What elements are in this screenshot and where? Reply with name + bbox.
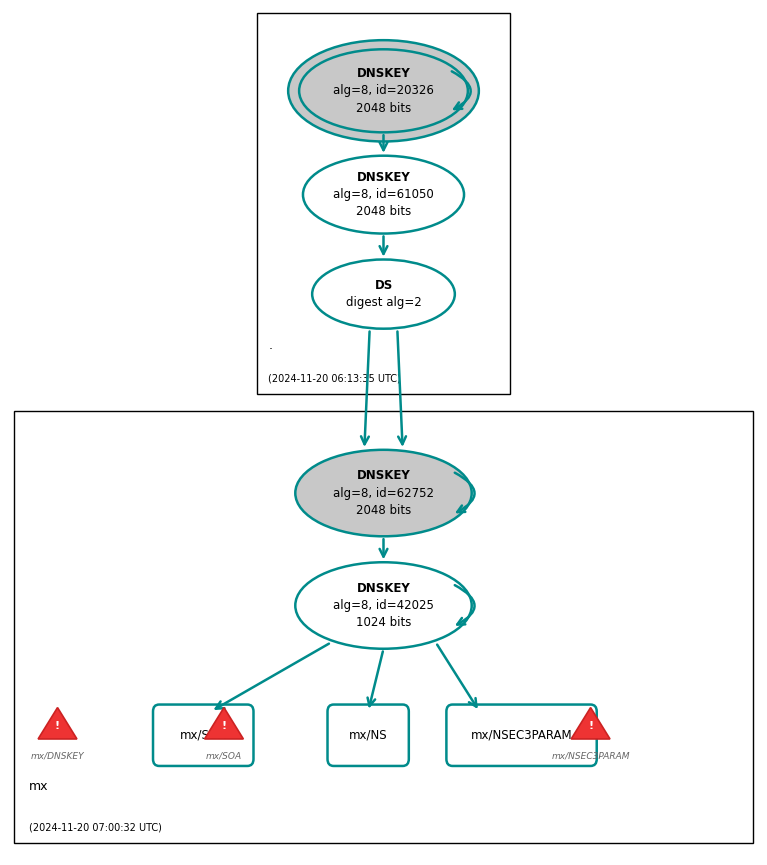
Text: (2024-11-20 06:13:35 UTC): (2024-11-20 06:13:35 UTC) [268,373,401,383]
Bar [14,411,753,843]
Text: alg=8, id=61050: alg=8, id=61050 [333,188,434,202]
Polygon shape [38,708,77,739]
Text: DNSKEY: DNSKEY [357,67,410,80]
Text: mx/SOA: mx/SOA [206,752,242,761]
Text: DS: DS [374,279,393,292]
Text: (2024-11-20 07:00:32 UTC): (2024-11-20 07:00:32 UTC) [29,823,162,833]
Text: mx/NSEC3PARAM: mx/NSEC3PARAM [471,728,572,742]
Text: mx/NSEC3PARAM: mx/NSEC3PARAM [551,752,630,761]
Text: DNSKEY: DNSKEY [357,581,410,595]
Text: !: ! [55,721,60,731]
Text: alg=8, id=20326: alg=8, id=20326 [333,84,434,98]
Text: mx/NS: mx/NS [349,728,387,742]
Ellipse shape [299,49,468,132]
Text: !: ! [588,721,593,731]
Ellipse shape [288,40,479,142]
Ellipse shape [312,260,455,329]
FancyBboxPatch shape [153,704,253,766]
Text: mx/DNSKEY: mx/DNSKEY [31,752,84,761]
Text: mx/SOA: mx/SOA [179,728,227,742]
Text: 2048 bits: 2048 bits [356,101,411,115]
Text: 2048 bits: 2048 bits [356,205,411,219]
FancyArrowPatch shape [455,472,475,512]
Ellipse shape [295,562,472,649]
Text: mx: mx [29,780,48,793]
FancyArrowPatch shape [455,585,475,625]
Text: 1024 bits: 1024 bits [356,616,411,630]
Ellipse shape [303,156,464,234]
Text: digest alg=2: digest alg=2 [346,296,421,310]
FancyArrowPatch shape [452,71,471,109]
Text: DNSKEY: DNSKEY [357,469,410,483]
Text: alg=8, id=42025: alg=8, id=42025 [333,599,434,612]
Text: 2048 bits: 2048 bits [356,503,411,517]
FancyBboxPatch shape [328,704,409,766]
Ellipse shape [295,450,472,536]
Polygon shape [571,708,610,739]
Text: DNSKEY: DNSKEY [357,170,410,184]
Text: alg=8, id=62752: alg=8, id=62752 [333,486,434,500]
Polygon shape [205,708,243,739]
FancyBboxPatch shape [446,704,597,766]
Bar [257,13,510,394]
Text: .: . [268,339,272,352]
Text: !: ! [222,721,226,731]
